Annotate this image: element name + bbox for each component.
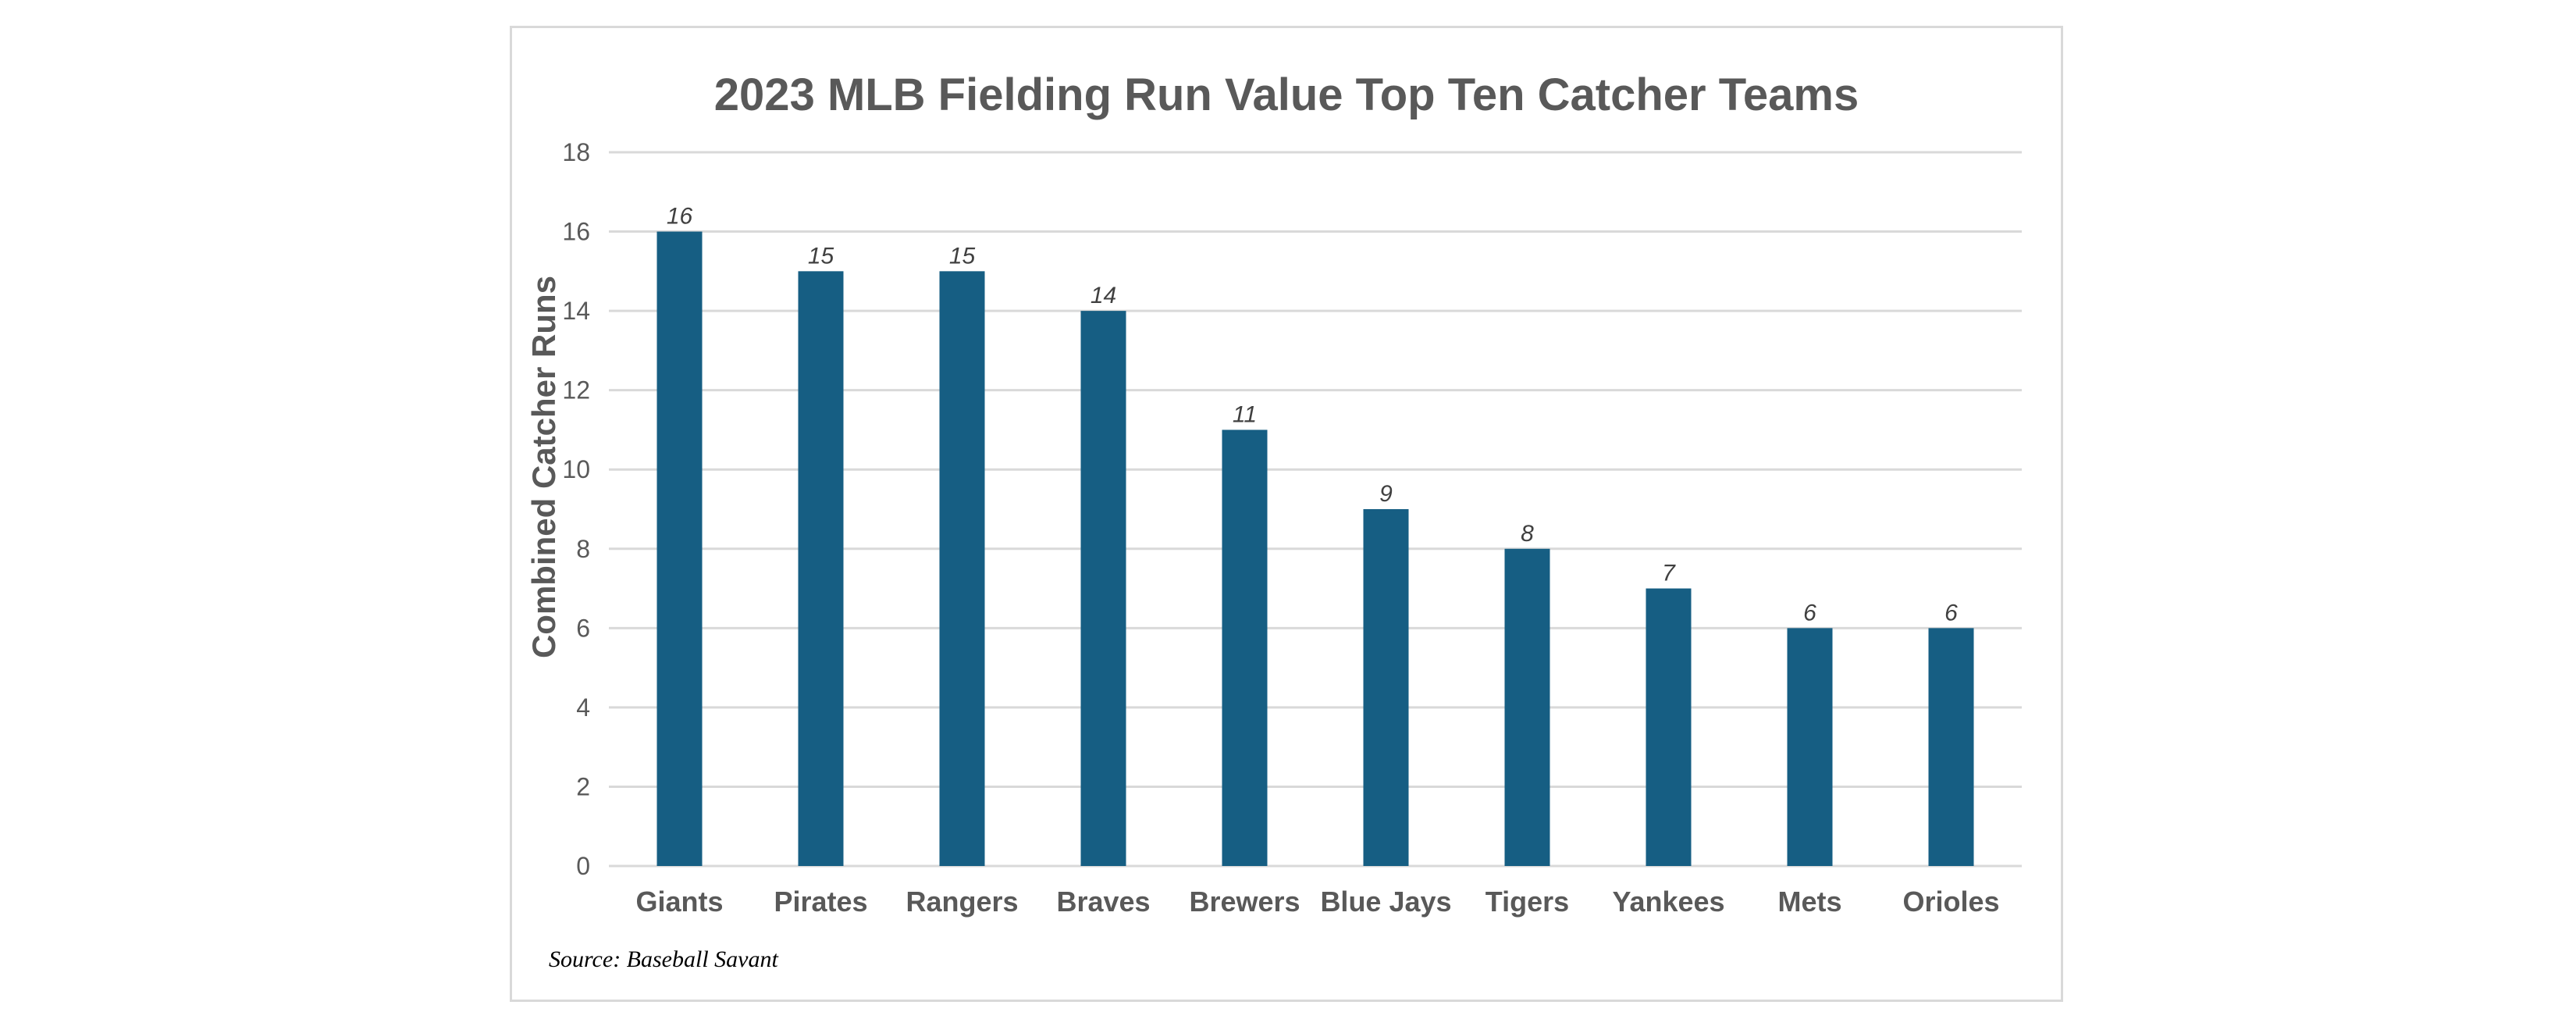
bar	[1363, 509, 1409, 866]
data-label: 16	[667, 204, 693, 230]
y-tick-label: 6	[576, 614, 590, 642]
bar	[1646, 588, 1692, 866]
y-tick-label: 0	[576, 852, 590, 880]
x-tick-label: Orioles	[1902, 886, 1999, 918]
bar	[1080, 311, 1126, 867]
x-tick-label: Yankees	[1612, 886, 1724, 918]
data-labels: 16 15 15 14 11 9 8 7 6 6	[667, 204, 1958, 626]
y-tick-label: 8	[576, 535, 590, 563]
y-tick-label: 16	[562, 218, 590, 246]
x-tick-label: Pirates	[774, 886, 867, 918]
y-tick-label: 14	[562, 297, 590, 325]
data-label: 15	[949, 243, 976, 269]
data-label: 15	[808, 243, 834, 269]
y-axis-ticks: 0 2 4 6 8 10 12 14 16 18	[562, 138, 590, 880]
gridlines	[609, 151, 2022, 868]
data-label: 6	[1803, 600, 1816, 625]
chart-frame: 2023 MLB Fielding Run Value Top Ten Catc…	[510, 26, 2063, 1002]
x-tick-label: Blue Jays	[1320, 886, 1451, 918]
bar	[656, 231, 703, 866]
data-label: 6	[1944, 600, 1958, 625]
x-tick-label: Braves	[1056, 886, 1150, 918]
y-tick-label: 4	[576, 693, 590, 722]
bar	[798, 271, 844, 866]
data-label: 7	[1662, 561, 1676, 586]
x-tick-label: Tigers	[1485, 886, 1569, 918]
bar	[1928, 628, 1974, 866]
data-label: 14	[1091, 283, 1116, 308]
x-axis-ticks: Giants Pirates Rangers Braves Brewers Blue Ja…	[635, 886, 1999, 918]
bar	[1222, 429, 1268, 866]
x-tick-label: Mets	[1777, 886, 1841, 918]
bar	[1504, 548, 1550, 866]
y-tick-label: 18	[562, 138, 590, 166]
x-tick-label: Giants	[635, 886, 723, 918]
source-note: Source: Baseball Savant	[549, 946, 778, 972]
data-label: 9	[1379, 481, 1393, 507]
data-label: 8	[1521, 521, 1534, 547]
x-tick-label: Rangers	[906, 886, 1018, 918]
y-tick-label: 10	[562, 455, 590, 483]
data-label: 11	[1233, 401, 1257, 427]
y-tick-label: 2	[576, 772, 590, 800]
chart-title: 2023 MLB Fielding Run Value Top Ten Catc…	[714, 69, 1859, 120]
bar	[1787, 628, 1833, 866]
bar	[939, 271, 985, 866]
y-tick-label: 12	[562, 376, 590, 405]
bars	[656, 231, 1974, 867]
y-axis-label: Combined Catcher Runs	[525, 276, 562, 658]
bar-chart: 2023 MLB Fielding Run Value Top Ten Catc…	[525, 69, 2022, 972]
x-tick-label: Brewers	[1189, 886, 1300, 918]
